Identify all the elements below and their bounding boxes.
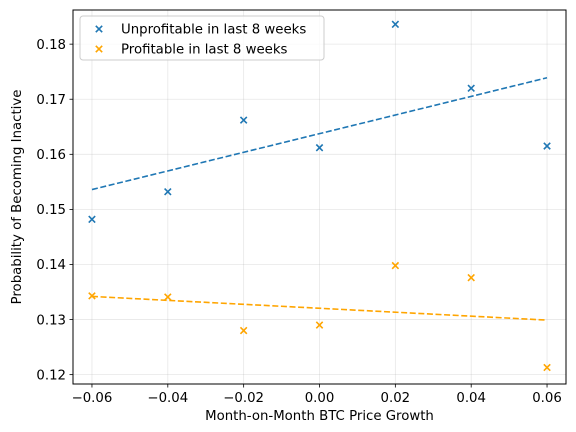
y-tick-label: 0.13 <box>36 313 66 328</box>
legend-marker-series-2 <box>95 45 103 53</box>
data-point-series-2 <box>391 261 400 270</box>
y-tick-label: 0.17 <box>36 93 66 108</box>
trend-line-series-1 <box>91 76 548 191</box>
x-tick-label: 0.02 <box>381 391 411 406</box>
data-points <box>88 20 551 372</box>
legend-marker-series-1 <box>95 25 103 33</box>
data-point-series-1 <box>543 142 551 150</box>
y-axis-label: Probability of Becoming Inactive <box>10 90 25 305</box>
data-point-series-2 <box>88 292 96 300</box>
y-tick-label: 0.12 <box>36 368 66 383</box>
data-point-series-2 <box>543 363 551 372</box>
trend-lines <box>91 76 548 321</box>
x-tick-label: 0.00 <box>305 391 335 406</box>
y-tick-label: 0.14 <box>36 258 66 273</box>
x-tick-label: 0.04 <box>456 391 486 406</box>
data-point-series-1 <box>467 84 475 92</box>
x-tick-label: −0.04 <box>147 391 188 406</box>
data-point-series-2 <box>164 293 172 301</box>
x-axis-label: Month-on-Month BTC Price Growth <box>205 409 434 424</box>
trend-line-series-2 <box>91 295 548 321</box>
data-point-series-1 <box>239 116 248 124</box>
x-tick-label: 0.06 <box>532 391 562 406</box>
data-point-series-2 <box>315 321 324 329</box>
legend-label-series-1: Unprofitable in last 8 weeks <box>121 23 306 38</box>
y-tick-label: 0.18 <box>36 38 66 53</box>
legend-label-series-2: Profitable in last 8 weeks <box>121 43 288 58</box>
data-point-series-1 <box>164 188 172 196</box>
data-point-series-1 <box>88 215 96 224</box>
legend-box <box>79 15 325 61</box>
y-tick-label: 0.15 <box>36 203 66 218</box>
legend: Unprofitable in last 8 weeks Profitable i… <box>79 15 325 61</box>
data-point-series-2 <box>239 326 248 335</box>
data-point-series-1 <box>315 143 324 152</box>
x-tick-label: −0.02 <box>223 391 264 406</box>
data-point-series-2 <box>467 273 475 282</box>
y-tick-label: 0.16 <box>36 148 66 163</box>
x-tick-label: −0.06 <box>72 391 113 406</box>
data-point-series-1 <box>391 20 400 29</box>
axis-ticks: −0.06 −0.04 −0.02 0.00 0.02 0.04 0.06 0.12 0.13 0… <box>36 38 561 406</box>
